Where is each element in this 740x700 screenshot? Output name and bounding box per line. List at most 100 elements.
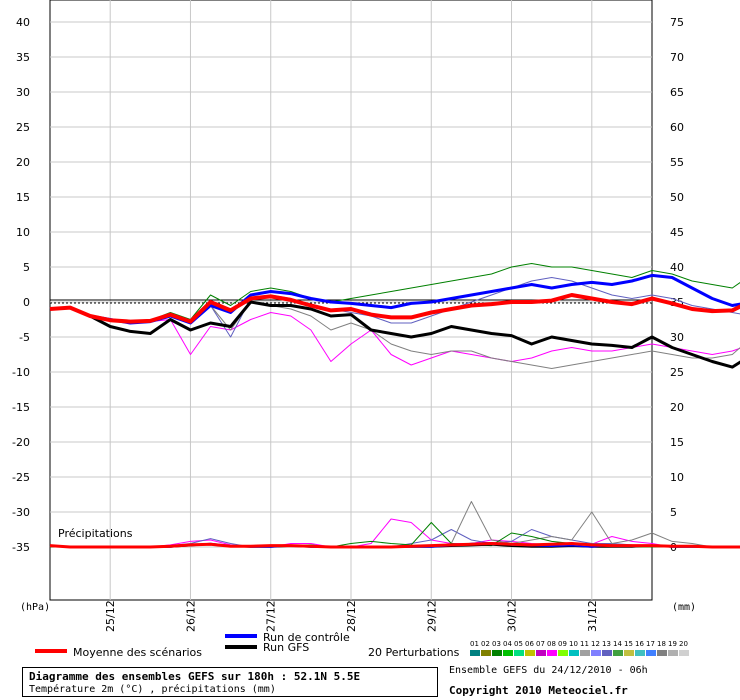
precip-line: [49, 542, 740, 549]
pert-number: 18: [657, 640, 666, 648]
left-tick-label: 35: [16, 51, 30, 64]
pert-swatch: [580, 650, 590, 656]
pert-number: 11: [580, 640, 589, 648]
legend-perturbations-label: 20 Perturbations: [368, 646, 460, 659]
pert-number: 08: [547, 640, 556, 648]
pert-number: 13: [602, 640, 611, 648]
right-tick-label: 60: [670, 121, 684, 134]
pert-number: 04: [503, 640, 512, 648]
pert-swatch: [646, 650, 656, 656]
left-tick-label: 15: [16, 191, 30, 204]
right-tick-label: 45: [670, 226, 684, 239]
pert-swatch: [657, 650, 667, 656]
right-tick-label: 50: [670, 191, 684, 204]
left-unit-label: (hPa): [20, 602, 50, 613]
x-tick-label: 31/12: [586, 600, 599, 632]
pert-number: 15: [624, 640, 633, 648]
info-subtitle: Température 2m (°C) , précipitations (mm…: [29, 684, 276, 695]
right-tick-label: 25: [670, 366, 684, 379]
pert-swatch: [547, 650, 557, 656]
pert-swatch: [492, 650, 502, 656]
ensemble-run-label: Ensemble GEFS du 24/12/2010 - 06h: [449, 665, 648, 676]
right-tick-label: 5: [670, 506, 677, 519]
legend: Moyenne des scénarios Run de contrôle Ru…: [35, 631, 689, 659]
left-tick-label: -5: [19, 331, 30, 344]
pert-number: 14: [613, 640, 622, 648]
pert-number: 01: [470, 640, 479, 648]
pert-number: 05: [514, 640, 523, 648]
right-tick-label: 75: [670, 16, 684, 29]
legend-control-label: Run de contrôle: [263, 631, 350, 644]
left-tick-label: 10: [16, 226, 30, 239]
right-tick-label: 30: [670, 331, 684, 344]
right-tick-label: 65: [670, 86, 684, 99]
left-tick-label: 25: [16, 121, 30, 134]
main-series-lines: [49, 273, 740, 369]
pert-swatch: [569, 650, 579, 656]
pert-swatch: [624, 650, 634, 656]
series-line-moyenne-des-sc-narios: [49, 293, 740, 324]
x-tick-label: 30/12: [506, 600, 519, 632]
legend-mean-swatch: [35, 649, 67, 653]
legend-control-swatch: [225, 634, 257, 638]
pert-swatch: [591, 650, 601, 656]
grid: [49, 0, 653, 601]
pert-swatch: [470, 650, 480, 656]
right-tick-label: 40: [670, 261, 684, 274]
x-tick-label: 26/12: [184, 600, 197, 632]
ensemble-chart: 40 35 30 25 20 15 10 50 -5 -10 -15 -20 -25 -30 -35 75 7…: [12, 0, 740, 659]
pert-swatch: [602, 650, 612, 656]
pert-number: 07: [536, 640, 545, 648]
left-tick-label: -35: [12, 541, 30, 554]
pert-swatch: [481, 650, 491, 656]
perturbation-color-legend: 01 02 03 04 05 06 07 08 09 10 11 12 13 14 15 16 17 18 19 20: [470, 640, 689, 656]
pert-number: 12: [591, 640, 600, 648]
x-tick-label: 27/12: [265, 600, 278, 632]
pert-swatch: [514, 650, 524, 656]
perturbation-line: [49, 263, 740, 323]
left-tick-label: -10: [12, 366, 30, 379]
pert-swatch: [635, 650, 645, 656]
left-tick-label: -15: [12, 401, 30, 414]
x-tick-label: 25/12: [104, 600, 117, 632]
pert-number: 17: [646, 640, 655, 648]
left-tick-label: 40: [16, 16, 30, 29]
pert-swatch: [525, 650, 535, 656]
pert-number: 02: [481, 640, 490, 648]
legend-mean-label: Moyenne des scénarios: [73, 646, 202, 659]
left-tick-label: -25: [12, 471, 30, 484]
pert-number: 20: [679, 640, 688, 648]
left-tick-label: 20: [16, 156, 30, 169]
pert-swatch: [536, 650, 546, 656]
right-tick-label: 70: [670, 51, 684, 64]
left-axis-ticks: 40 35 30 25 20 15 10 5 0 -5 -10 -15 -20 -25 -30 -35: [12, 16, 30, 554]
x-tick-label: 29/12: [425, 600, 438, 632]
x-axis-ticks: 25/12 26/12 27/12 28/12 29/12 30/12 31/12: [104, 600, 599, 632]
pert-number: 19: [668, 640, 677, 648]
left-tick-label: 30: [16, 86, 30, 99]
left-tick-label: -20: [12, 436, 30, 449]
pert-number: 03: [492, 640, 501, 648]
precip-label: Précipitations: [58, 527, 133, 540]
right-tick-label: 15: [670, 436, 684, 449]
legend-gfs-label: Run GFS: [263, 641, 309, 654]
pert-swatch: [679, 650, 689, 656]
pert-swatch: [613, 650, 623, 656]
pert-swatch: [503, 650, 513, 656]
legend-gfs-swatch: [225, 645, 257, 649]
copyright-label: Copyright 2010 Meteociel.fr: [449, 684, 628, 697]
right-tick-label: 20: [670, 401, 684, 414]
pert-number: 09: [558, 640, 567, 648]
pert-number: 16: [635, 640, 644, 648]
left-tick-label: -30: [12, 506, 30, 519]
right-tick-label: 10: [670, 471, 684, 484]
precipitation-lines: [49, 501, 740, 549]
x-tick-label: 28/12: [345, 600, 358, 632]
right-unit-label: (mm): [672, 602, 696, 613]
pert-number: 06: [525, 640, 534, 648]
pert-number: 10: [569, 640, 578, 648]
pert-swatch: [558, 650, 568, 656]
right-tick-label: 55: [670, 156, 684, 169]
series-line-run-gfs: [49, 300, 740, 369]
info-box: Diagramme des ensembles GEFS sur 180h : …: [22, 667, 438, 697]
